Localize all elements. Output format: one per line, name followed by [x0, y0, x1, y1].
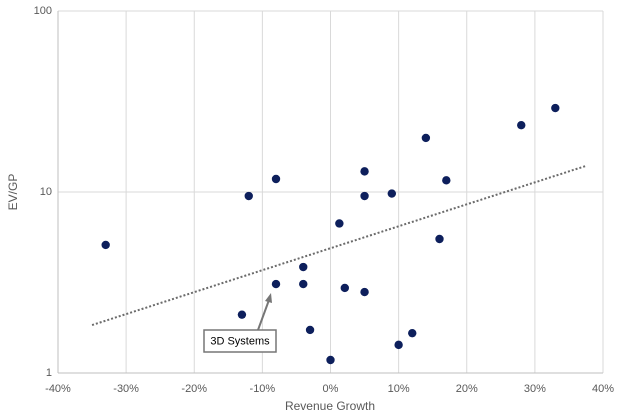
- x-tick-label: -40%: [45, 383, 71, 395]
- point: [326, 355, 335, 365]
- x-tick-label: -10%: [250, 383, 276, 395]
- x-tick-label: 20%: [456, 383, 478, 395]
- point: [394, 340, 403, 350]
- x-tick-label: 10%: [388, 383, 410, 395]
- point: [408, 328, 417, 338]
- trendline: [91, 165, 586, 327]
- annotation-text: 3D Systems: [210, 335, 270, 347]
- y-tick-label: 100: [34, 5, 52, 17]
- point: [517, 120, 526, 130]
- point: [421, 133, 431, 143]
- x-tick-label: 0%: [323, 383, 339, 395]
- point: [305, 325, 315, 335]
- annotation-arrowhead: [265, 293, 272, 303]
- point: [360, 191, 369, 201]
- x-tick-label: -20%: [181, 383, 207, 395]
- annotation-box: [203, 329, 277, 353]
- point: [360, 287, 369, 297]
- annotation-arrow: [257, 299, 270, 331]
- x-axis-title: Revenue Growth: [285, 399, 375, 413]
- point: [271, 174, 281, 184]
- point: [387, 189, 397, 198]
- point: [442, 176, 451, 185]
- y-axis-title: EV/GP: [6, 174, 20, 211]
- point: [244, 191, 253, 201]
- y-tick-label: 1: [46, 367, 52, 379]
- point: [360, 167, 369, 176]
- point: [271, 279, 281, 289]
- point: [299, 279, 308, 289]
- x-tick-label: 30%: [524, 383, 546, 395]
- point: [435, 234, 444, 244]
- x-tick-label: 40%: [592, 383, 614, 395]
- grid: -40% -30% -20% -10% 0% 10% 20% 30% 40% 1 10 100: [34, 5, 615, 395]
- point: [335, 219, 344, 228]
- point: [551, 103, 560, 113]
- point: [299, 262, 308, 272]
- x-tick-label: -30%: [113, 383, 139, 395]
- point: [340, 283, 350, 293]
- y-tick-label: 10: [40, 186, 52, 198]
- point: [237, 310, 247, 319]
- point: [101, 240, 110, 250]
- marks: [91, 103, 586, 365]
